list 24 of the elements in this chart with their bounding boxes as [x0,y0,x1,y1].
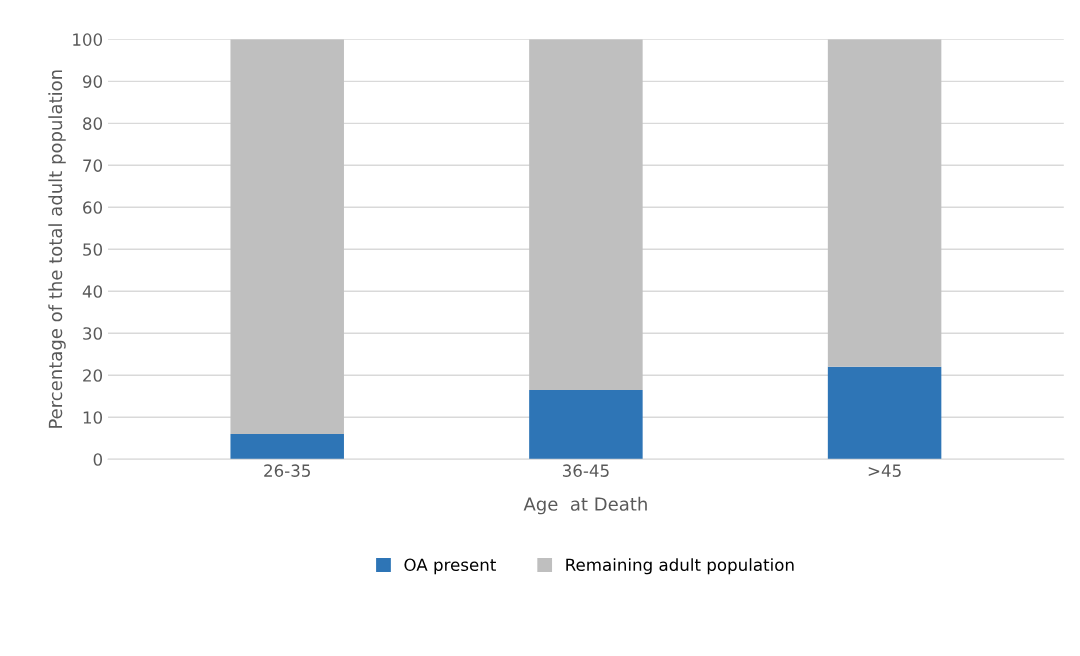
legend-label: Remaining adult population [566,558,794,575]
legend-label: OA present [404,558,496,575]
y-tick-label: 30 [83,327,103,340]
x-tick-label: 26-35 [264,464,310,477]
bar [827,39,942,367]
y-axis-title: Percentage of the total adult population [48,70,66,428]
y-tick-label: 60 [83,201,103,214]
x-axis-title: Age at Death [523,496,647,515]
y-tick-label: 10 [83,411,103,424]
y-tick-label: 20 [83,369,103,382]
bar [529,39,643,390]
y-tick-label: 90 [82,75,103,88]
x-tick-label: 36-45 [562,464,609,477]
y-tick-label: 40 [82,285,103,298]
bar [529,389,643,460]
x-tick-label: >45 [868,464,901,477]
y-tick-label: 80 [83,117,103,130]
bar [230,434,344,460]
y-tick-label: 50 [83,243,103,256]
bar [827,366,942,460]
bar [230,39,344,435]
y-tick-label: 0 [93,453,103,466]
y-tick-label: 70 [83,159,103,172]
y-tick-label: 100 [73,33,103,46]
